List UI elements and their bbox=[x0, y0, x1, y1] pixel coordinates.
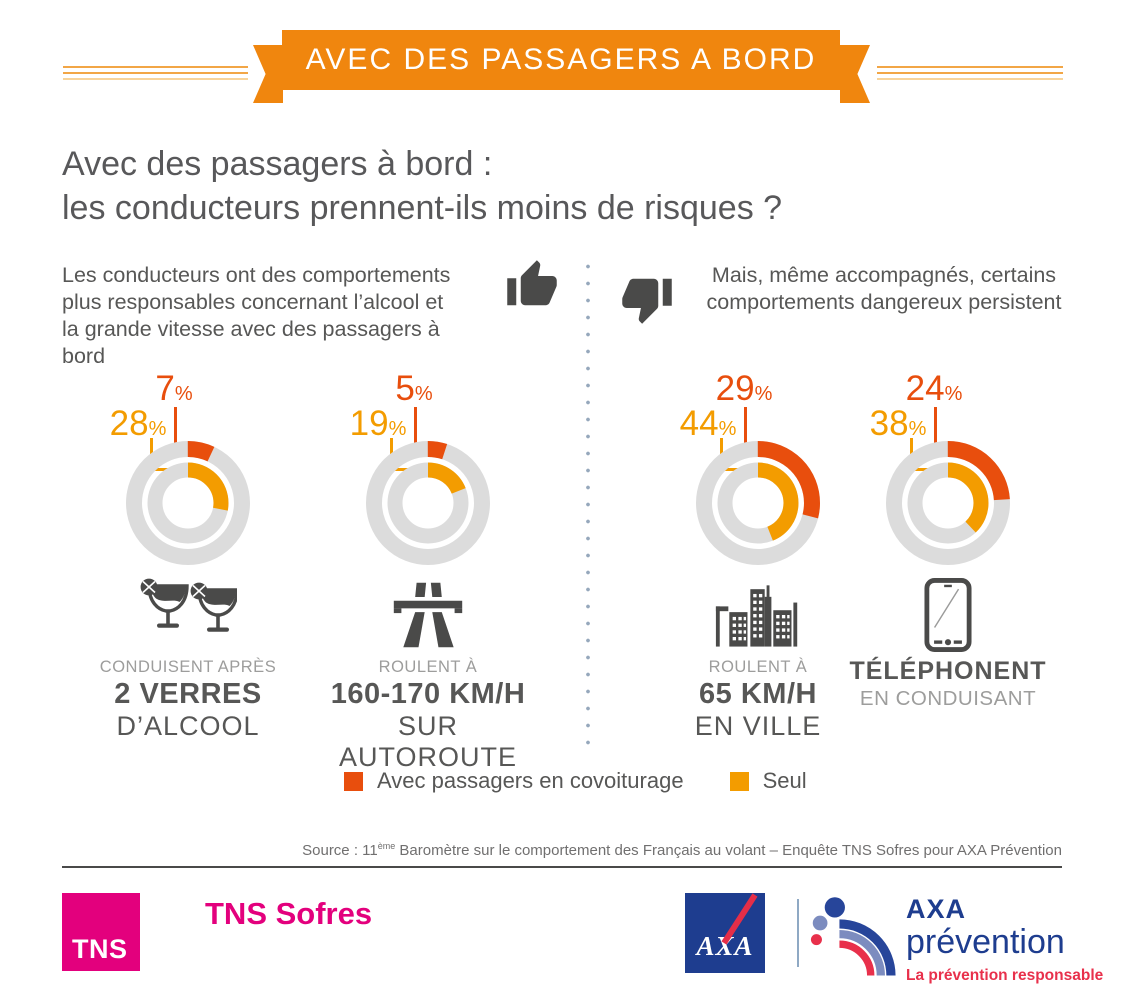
city-buildings-icon bbox=[658, 574, 858, 656]
value-label-covoiturage: 7% bbox=[155, 369, 193, 408]
tns-logo: TNS bbox=[62, 893, 140, 971]
donut-chart-phone: 24% 38% TÉLÉPHONENT EN CONDUISANT bbox=[848, 368, 1048, 788]
chart-caption-alcohol: CONDUISENT APRÈS 2 VERRES D’ALCOOL bbox=[99, 658, 277, 741]
donut-rings bbox=[126, 441, 250, 565]
page-title-line1: Avec des passagers à bord : bbox=[62, 145, 493, 183]
donut-chart-alcohol: 7% 28% bbox=[88, 368, 288, 788]
percent-sign: % bbox=[944, 383, 963, 405]
ribbon-tail-right bbox=[840, 45, 870, 103]
callout-line bbox=[414, 407, 417, 449]
ribbon-line bbox=[877, 72, 1063, 74]
callout-line bbox=[174, 407, 177, 449]
positive-intro-line: Les conducteurs ont des comportements bbox=[62, 263, 451, 287]
smartphone-icon bbox=[848, 574, 1048, 656]
thumbs-down-icon bbox=[622, 278, 672, 324]
value-label-covoiturage: 5% bbox=[395, 369, 433, 408]
legend-item-covoiturage: Avec passagers en covoiturage bbox=[344, 768, 684, 794]
ribbon-line bbox=[877, 66, 1063, 68]
percent-sign: % bbox=[754, 383, 773, 405]
donut-chart-motorway: 5% 19% ROULENT À 160-170 KM/H SUR AUTORO… bbox=[328, 368, 528, 788]
value-label-seul: 44% bbox=[679, 404, 737, 443]
page-title: Avec des passagers à bord : les conducte… bbox=[62, 142, 782, 230]
chart-caption-city: ROULENT À 65 KM/H EN VILLE bbox=[694, 658, 822, 741]
donut-rings bbox=[886, 441, 1010, 565]
axa-prevention-wordmark: AXA prévention La prévention responsable bbox=[906, 894, 1104, 984]
chart-legend: Avec passagers en covoiturage Seul bbox=[344, 768, 807, 794]
ribbon-line bbox=[877, 78, 1063, 80]
ribbon-tail-left bbox=[253, 45, 283, 103]
banner-title: AVEC DES PASSAGERS A BORD bbox=[305, 43, 817, 76]
donut-chart-city: 29% 44% bbox=[658, 368, 858, 788]
callout-line bbox=[744, 407, 747, 449]
chart-caption-phone: TÉLÉPHONENT EN CONDUISANT bbox=[849, 657, 1047, 710]
svg-text:AXA: AXA bbox=[694, 931, 753, 961]
donut-rings bbox=[696, 441, 820, 565]
value-label-covoiturage: 24% bbox=[905, 369, 963, 408]
page-title-line2: les conducteurs prennent-ils moins de ri… bbox=[62, 189, 783, 227]
legend-item-seul: Seul bbox=[729, 768, 807, 794]
footer-divider-line bbox=[797, 899, 799, 967]
percent-sign: % bbox=[718, 418, 737, 440]
value-label-covoiturage: 29% bbox=[715, 369, 773, 408]
ribbon-line bbox=[63, 66, 248, 68]
legend-label-covoiturage: Avec passagers en covoiturage bbox=[377, 768, 684, 793]
percent-sign: % bbox=[414, 383, 433, 405]
value-label-seul: 38% bbox=[869, 404, 927, 443]
tns-sofres-wordmark: TNS Sofres bbox=[205, 896, 373, 931]
donut-rings bbox=[366, 441, 490, 565]
percent-sign: % bbox=[148, 418, 167, 440]
negative-intro-line: Mais, même accompagnés, certains bbox=[711, 263, 1057, 287]
negative-intro-line: comportements dangereux persistent bbox=[706, 290, 1062, 314]
legend-swatch-covoiturage bbox=[344, 771, 363, 791]
value-label-seul: 28% bbox=[109, 404, 167, 443]
positive-intro-text: Les conducteurs ont des comportements pl… bbox=[62, 262, 477, 370]
legend-label-seul: Seul bbox=[762, 768, 807, 793]
positive-intro-line: la grande vitesse avec des passagers à b… bbox=[62, 317, 440, 368]
axa-logo: AXA bbox=[685, 893, 765, 973]
header-banner: AVEC DES PASSAGERS A BORD bbox=[282, 30, 840, 90]
percent-sign: % bbox=[388, 418, 407, 440]
negative-intro-text: Mais, même accompagnés, certains comport… bbox=[688, 262, 1080, 316]
thumbs-up-icon bbox=[507, 260, 557, 306]
callout-line bbox=[934, 407, 937, 449]
prevention-tagline: La prévention responsable bbox=[906, 967, 1104, 984]
value-label-seul: 19% bbox=[349, 404, 407, 443]
footer-rule bbox=[62, 866, 1062, 868]
legend-swatch-seul bbox=[729, 771, 749, 791]
positive-intro-line: plus responsables concernant l’alcool et bbox=[62, 290, 444, 314]
source-note: Source : 11ème Baromètre sur le comporte… bbox=[302, 841, 1062, 859]
axa-prevention-arc-logo bbox=[810, 897, 896, 976]
cocktail-glasses-icon bbox=[88, 574, 288, 656]
dotted-divider bbox=[586, 258, 590, 752]
chart-caption-motorway: ROULENT À 160-170 KM/H SUR AUTOROUTE bbox=[330, 658, 526, 772]
ribbon-line bbox=[63, 72, 248, 74]
ribbon-line bbox=[63, 78, 248, 80]
percent-sign: % bbox=[174, 383, 193, 405]
motorway-icon bbox=[328, 574, 528, 656]
percent-sign: % bbox=[908, 418, 927, 440]
